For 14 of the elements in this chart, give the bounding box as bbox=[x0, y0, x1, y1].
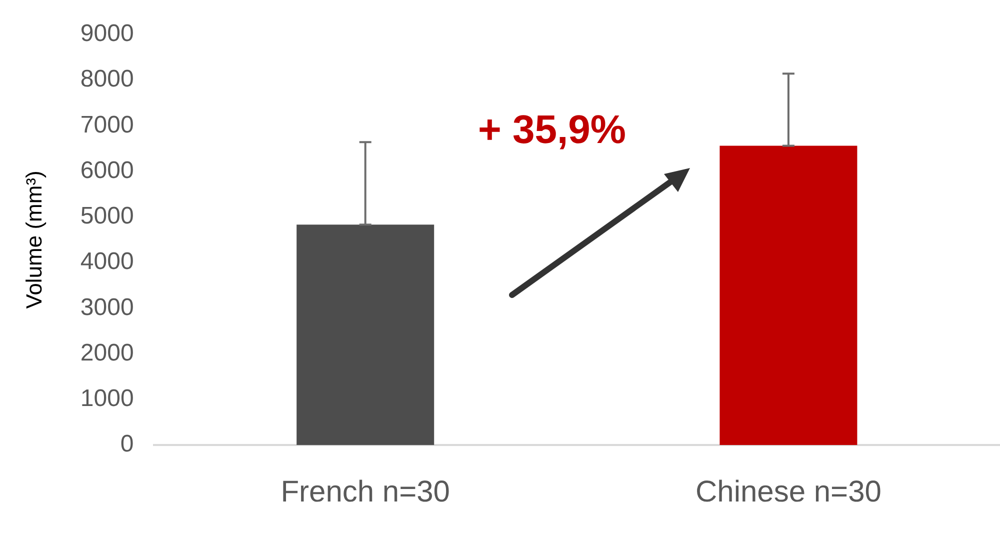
y-tick-label: 6000 bbox=[80, 156, 134, 184]
y-tick-label: 5000 bbox=[80, 202, 134, 230]
y-tick-label: 3000 bbox=[80, 294, 134, 321]
y-tick-label: 9000 bbox=[80, 20, 134, 48]
y-axis-title: Volume (mm³) bbox=[21, 170, 46, 309]
y-tick-label: 1000 bbox=[80, 385, 134, 412]
y-tick-label: 0 bbox=[120, 430, 134, 458]
y-tick-label: 8000 bbox=[80, 66, 134, 93]
annotation: + 35,9% bbox=[478, 108, 626, 153]
y-tick-label: 7000 bbox=[80, 111, 134, 138]
y-tick-label: 2000 bbox=[80, 339, 134, 366]
y-tick-label: 4000 bbox=[80, 248, 134, 276]
x-tick-label: French n=30 bbox=[280, 475, 450, 508]
x-tick-label: Chinese n=30 bbox=[695, 475, 882, 508]
